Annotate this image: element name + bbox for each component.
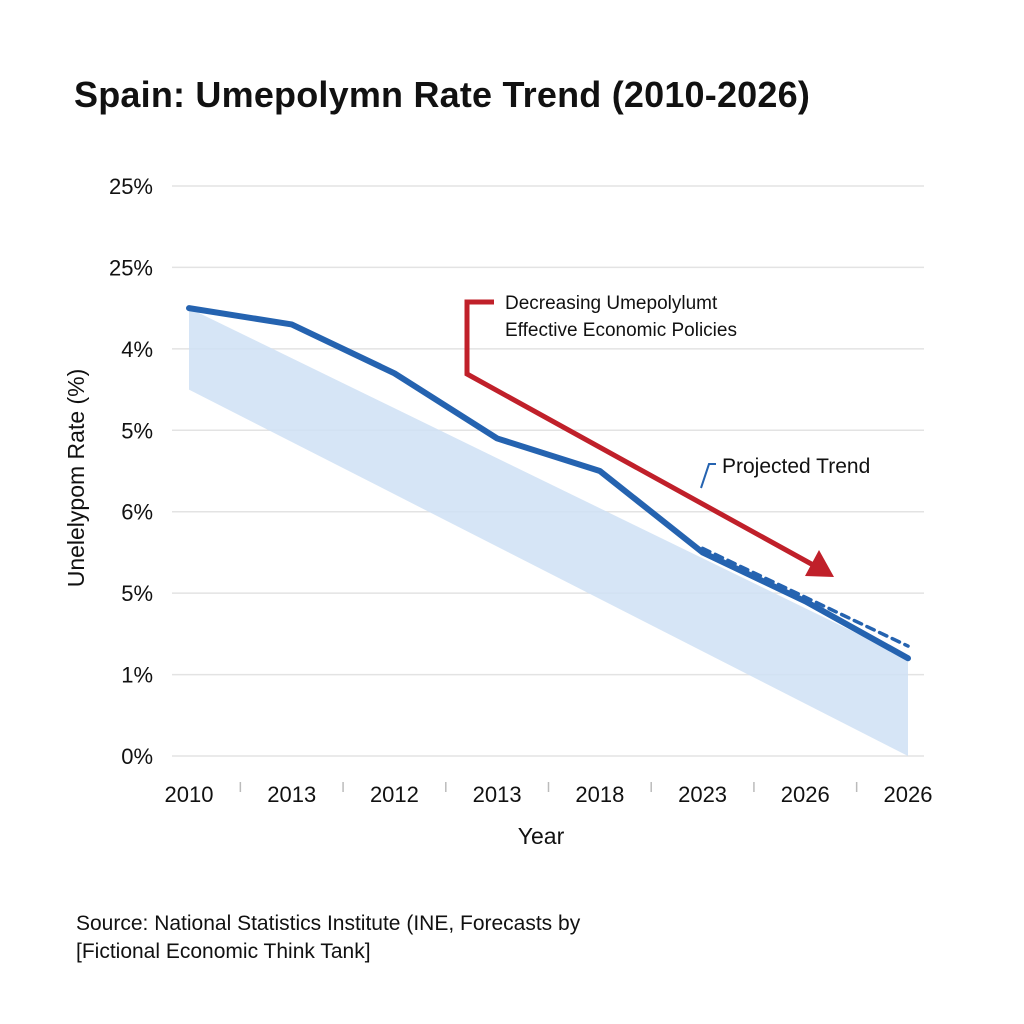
source-line-2: [Fictional Economic Think Tank] [76, 940, 371, 963]
grid-lines [172, 185, 924, 757]
x-tick-label: 2012 [370, 782, 419, 807]
arrow-annotation-line-1: Decreasing Umepolylumt [505, 293, 718, 314]
y-tick-label: 4% [121, 337, 153, 362]
x-tick-label: 2010 [165, 782, 214, 807]
chart-title: Spain: Umepolymn Rate Trend (2010-2026) [74, 74, 811, 115]
y-tick-label: 25% [109, 255, 153, 280]
x-axis-label: Year [518, 823, 565, 849]
y-tick-label: 25% [109, 174, 153, 199]
axes: 0%1%5%6%5%4%25%25% 2010 2013 2012 2013 2018 2… [63, 174, 932, 849]
annotation-layer: Decreasing Umepolylumt Effective Economi… [464, 293, 870, 577]
arrow-annotation-line-2: Effective Economic Policies [505, 320, 737, 341]
x-tick-label: 2026 [884, 782, 933, 807]
projected-trend-label: Projected Trend [722, 455, 870, 478]
decreasing-trend-arrowhead [805, 550, 834, 577]
x-tick-label: 2018 [575, 782, 624, 807]
series-layer [186, 305, 911, 662]
projected-trend-label-connector [700, 463, 716, 489]
source-note: Source: National Statistics Institute (I… [76, 910, 580, 966]
y-tick-label: 1% [121, 663, 153, 688]
y-tick-label: 5% [121, 581, 153, 606]
x-tick-label: 2026 [781, 782, 830, 807]
y-axis-tick-labels: 0% 1% 5% 6% 5% 4% 25% 25% [109, 174, 153, 769]
shaded-band [189, 308, 908, 756]
y-axis-label: Unelelypom Rate (%) [63, 369, 89, 588]
y-tick-label: 0% [121, 744, 153, 769]
projected-trend-line [700, 546, 910, 648]
confidence-band [189, 308, 908, 756]
x-tick-label: 2013 [473, 782, 522, 807]
decreasing-trend-arrow [464, 299, 817, 569]
source-line-1: Source: National Statistics Institute (I… [76, 912, 581, 935]
x-tick-label: 2023 [678, 782, 727, 807]
y-tick-label: 5% [121, 418, 153, 443]
unemployment-rate-line [186, 305, 911, 662]
x-tick-label: 2013 [267, 782, 316, 807]
y-tick-label: 6% [121, 500, 153, 525]
x-axis-tick-labels: 2010 2013 2012 2013 2018 2023 2026 2026 [165, 782, 933, 807]
